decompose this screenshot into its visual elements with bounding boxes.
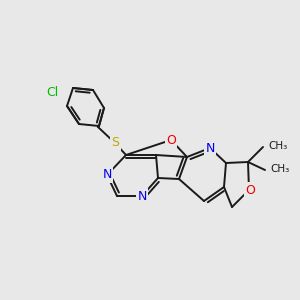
- Text: O: O: [245, 184, 255, 196]
- Text: S: S: [111, 136, 119, 149]
- Text: CH₃: CH₃: [270, 164, 289, 174]
- Text: Cl: Cl: [46, 86, 58, 100]
- Text: N: N: [137, 190, 147, 202]
- Text: O: O: [166, 134, 176, 146]
- Text: N: N: [205, 142, 215, 154]
- Text: N: N: [102, 169, 112, 182]
- Text: CH₃: CH₃: [268, 141, 287, 151]
